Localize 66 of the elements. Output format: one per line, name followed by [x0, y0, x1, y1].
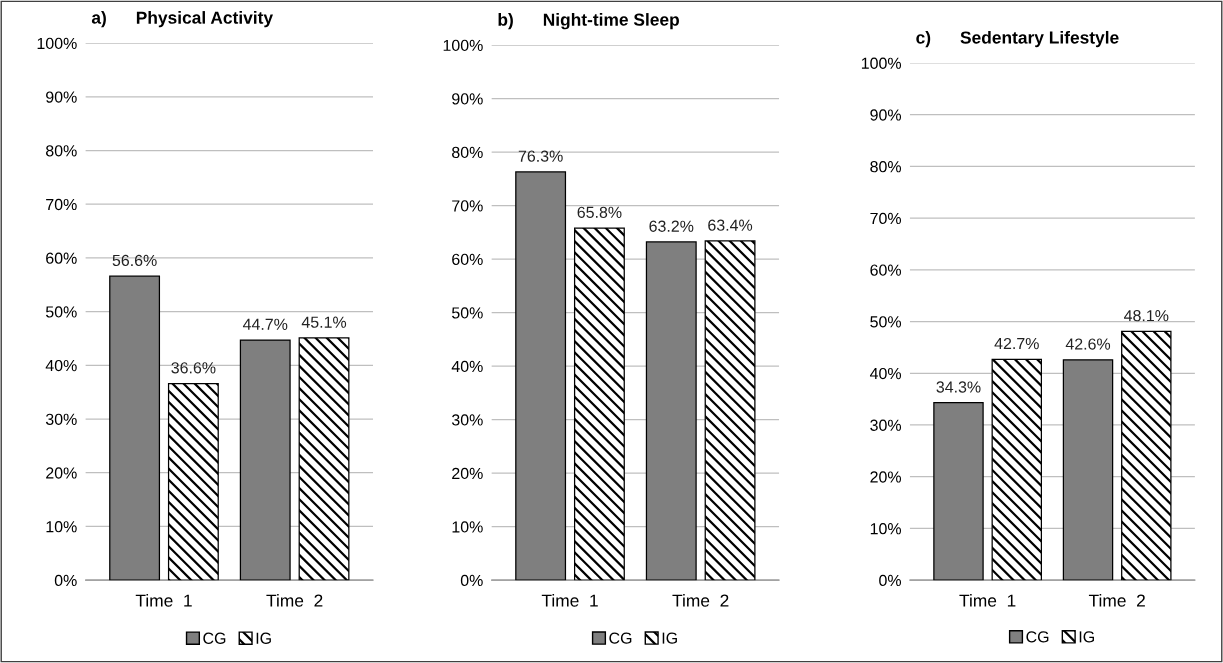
y-tick-label: 40%	[45, 359, 77, 372]
data-label: 76.3%	[518, 150, 563, 162]
bar	[704, 240, 756, 581]
x-tick-label: Time 2	[672, 594, 729, 607]
bar	[1121, 330, 1172, 581]
y-tick-label: 100%	[443, 39, 483, 52]
y-tick-label: 90%	[870, 109, 902, 121]
y-tick-label: 90%	[452, 93, 483, 105]
y-tick-label: 50%	[451, 307, 483, 319]
chart-title: c) Sedentary Lifestyle	[916, 30, 1119, 48]
y-tick-label: 30%	[451, 414, 483, 426]
data-label: 42.7%	[994, 337, 1039, 350]
data-label: 34.3%	[936, 381, 981, 393]
legend-label: IG	[1079, 631, 1094, 643]
y-tick-label: 0%	[54, 574, 77, 587]
y-tick-label: 30%	[870, 419, 902, 431]
chart-title: a) Physical Activity	[91, 11, 273, 28]
x-tick-label: Time 1	[541, 594, 598, 607]
legend-label: CG	[203, 632, 226, 644]
data-label: 44.7%	[242, 318, 288, 330]
y-tick-label: 0%	[460, 574, 483, 587]
y-tick-label: 30%	[45, 413, 77, 425]
y-tick-label: 100%	[37, 37, 77, 50]
y-tick-label: 20%	[870, 471, 902, 483]
y-tick-label: 60%	[452, 253, 483, 266]
y-tick-label: 50%	[870, 316, 902, 328]
legend-label: IG	[256, 632, 271, 644]
legend-label: IG	[662, 632, 677, 644]
bar	[573, 227, 625, 581]
y-tick-label: 20%	[452, 467, 483, 480]
bar	[991, 358, 1043, 581]
y-tick-label: 70%	[452, 200, 483, 212]
y-tick-label: 60%	[870, 264, 902, 276]
x-tick-label: Time 2	[266, 594, 323, 607]
y-tick-label: 60%	[46, 252, 77, 264]
legend-label: CG	[1026, 631, 1049, 643]
y-tick-label: 100%	[861, 57, 902, 69]
data-label: 45.1%	[301, 316, 347, 328]
y-tick-label: 10%	[46, 521, 77, 533]
y-tick-label: 40%	[451, 360, 483, 373]
y-tick-label: 80%	[870, 161, 902, 173]
data-label: 65.8%	[577, 206, 622, 218]
y-tick-label: 0%	[879, 574, 902, 587]
y-tick-label: 90%	[46, 91, 77, 103]
bar	[298, 337, 350, 581]
data-label: 56.6%	[112, 254, 157, 267]
y-tick-label: 80%	[452, 146, 483, 159]
y-tick-label: 10%	[452, 521, 483, 533]
y-tick-label: 70%	[46, 198, 77, 211]
data-label: 63.2%	[649, 220, 694, 232]
y-tick-label: 70%	[870, 212, 902, 225]
y-tick-label: 10%	[870, 523, 902, 535]
data-label: 42.6%	[1065, 338, 1111, 350]
y-tick-label: 50%	[45, 306, 77, 318]
bar	[167, 382, 219, 581]
y-tick-label: 20%	[46, 467, 77, 479]
x-tick-label: Time 1	[135, 594, 192, 607]
x-tick-label: Time 1	[959, 594, 1016, 607]
data-label: 48.1%	[1124, 309, 1169, 322]
data-label: 63.4%	[708, 219, 753, 231]
x-tick-label: Time 2	[1088, 594, 1145, 607]
y-tick-label: 80%	[46, 145, 77, 157]
chart-title: b) Night-time Sleep	[498, 13, 679, 30]
data-label: 36.6%	[171, 362, 216, 374]
legend-label: CG	[609, 632, 632, 644]
y-tick-label: 40%	[869, 367, 902, 380]
